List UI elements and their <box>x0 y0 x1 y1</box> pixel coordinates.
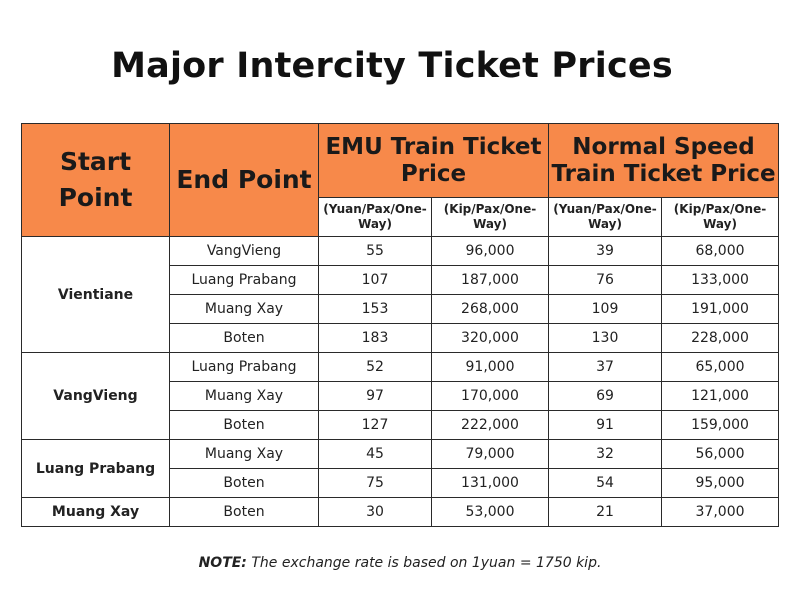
emu-yuan-cell: 127 <box>318 410 432 440</box>
normal-yuan-cell: 32 <box>548 439 663 469</box>
normal-kip-cell: 133,000 <box>661 265 780 295</box>
normal-yuan-cell: 130 <box>548 323 663 353</box>
normal-kip-cell: 56,000 <box>661 439 780 469</box>
normal-yuan-cell: 37 <box>548 352 663 382</box>
table-row: VangVieng Luang Prabang 52 91,000 37 65,… <box>21 352 780 440</box>
exchange-rate-note: NOTE: The exchange rate is based on 1yua… <box>0 555 800 571</box>
table-row: Boten 75 131,000 54 95,000 <box>22 468 780 498</box>
header-emu-kip: (Kip/Pax/One-Way) <box>430 197 550 237</box>
emu-kip-cell: 222,000 <box>430 410 550 440</box>
table-row: Muang Xay 97 170,000 69 121,000 <box>22 381 780 411</box>
emu-kip-cell: 131,000 <box>430 468 550 498</box>
normal-yuan-cell: 76 <box>548 265 663 295</box>
note-text: The exchange rate is based on 1yuan = 17… <box>246 555 602 571</box>
normal-kip-cell: 228,000 <box>661 323 780 353</box>
table-row: Luang Prabang Muang Xay 45 79,000 32 56,… <box>21 439 780 498</box>
header-emu-yuan: (Yuan/Pax/One-Way) <box>318 197 432 237</box>
header-start-point: Start Point <box>21 123 170 237</box>
normal-kip-cell: 65,000 <box>661 352 780 382</box>
emu-kip-cell: 187,000 <box>430 265 550 295</box>
emu-yuan-cell: 75 <box>318 468 432 498</box>
emu-kip-cell: 96,000 <box>430 236 550 266</box>
normal-kip-cell: 37,000 <box>661 497 780 527</box>
table-row: Boten 183 320,000 130 228,000 <box>22 323 780 353</box>
table-row: Boten 127 222,000 91 159,000 <box>22 410 780 440</box>
destination-cell: Boten <box>169 410 319 440</box>
emu-kip-cell: 320,000 <box>430 323 550 353</box>
emu-yuan-cell: 52 <box>318 352 432 382</box>
emu-kip-cell: 53,000 <box>430 497 550 527</box>
emu-kip-cell: 268,000 <box>430 294 550 324</box>
header-emu-price: EMU Train Ticket Price <box>317 123 550 198</box>
emu-kip-cell: 91,000 <box>430 352 550 382</box>
emu-yuan-cell: 107 <box>318 265 432 295</box>
destination-cell: Muang Xay <box>169 294 319 324</box>
destination-cell: Boten <box>169 323 319 353</box>
header-normal-yuan: (Yuan/Pax/One-Way) <box>548 197 663 237</box>
normal-yuan-cell: 69 <box>548 381 663 411</box>
normal-yuan-cell: 109 <box>548 294 663 324</box>
destination-cell: Muang Xay <box>169 439 319 469</box>
header-normal-kip: (Kip/Pax/One-Way) <box>661 197 780 237</box>
emu-yuan-cell: 55 <box>318 236 432 266</box>
normal-kip-cell: 191,000 <box>661 294 780 324</box>
emu-kip-cell: 79,000 <box>430 439 550 469</box>
normal-yuan-cell: 39 <box>548 236 663 266</box>
emu-yuan-cell: 45 <box>318 439 432 469</box>
header-end-point: End Point <box>169 123 319 237</box>
destination-cell: Luang Prabang <box>169 265 319 295</box>
emu-yuan-cell: 153 <box>318 294 432 324</box>
destination-cell: Muang Xay <box>169 381 319 411</box>
normal-yuan-cell: 54 <box>548 468 663 498</box>
header-normal-price: Normal Speed Train Ticket Price <box>548 123 780 198</box>
destination-cell: Boten <box>169 497 319 527</box>
emu-yuan-cell: 183 <box>318 323 432 353</box>
normal-kip-cell: 159,000 <box>661 410 780 440</box>
emu-yuan-cell: 97 <box>318 381 432 411</box>
normal-yuan-cell: 91 <box>548 410 663 440</box>
emu-kip-cell: 170,000 <box>430 381 550 411</box>
ticket-price-table: Start Point End Point EMU Train Ticket P… <box>21 123 780 527</box>
table-row: Muang Xay 153 268,000 109 191,000 <box>22 294 780 324</box>
normal-kip-cell: 95,000 <box>661 468 780 498</box>
origin-cell: VangVieng <box>21 352 170 440</box>
table-row: Vientiane VangVieng 55 96,000 39 68,000 <box>21 236 780 353</box>
normal-kip-cell: 121,000 <box>661 381 780 411</box>
normal-kip-cell: 68,000 <box>661 236 780 266</box>
table-row: Muang Xay Boten 30 53,000 21 37,000 <box>21 497 780 527</box>
destination-cell: Boten <box>169 468 319 498</box>
origin-cell: Luang Prabang <box>21 439 170 498</box>
origin-cell: Vientiane <box>21 236 170 353</box>
origin-cell: Muang Xay <box>21 497 170 527</box>
destination-cell: VangVieng <box>169 236 319 266</box>
note-label: NOTE: <box>198 555 247 571</box>
page-title: Major Intercity Ticket Prices <box>111 46 673 86</box>
destination-cell: Luang Prabang <box>169 352 319 382</box>
table-row: Luang Prabang 107 187,000 76 133,000 <box>22 265 780 295</box>
normal-yuan-cell: 21 <box>548 497 663 527</box>
emu-yuan-cell: 30 <box>318 497 432 527</box>
